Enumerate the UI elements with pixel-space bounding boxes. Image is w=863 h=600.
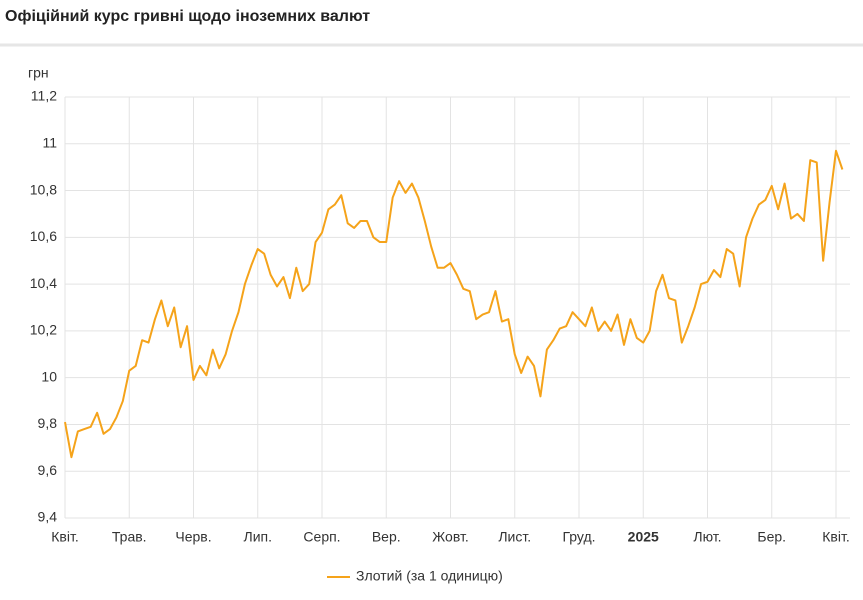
x-tick-label: Жовт. — [432, 529, 468, 545]
x-tick-label: Квіт. — [822, 529, 849, 545]
y-tick-label: 11 — [42, 134, 57, 150]
y-tick-label: 10,8 — [30, 181, 57, 197]
x-tick-label: Квіт. — [51, 529, 78, 545]
chart-title: Офіційний курс гривні щодо іноземних вал… — [5, 8, 370, 25]
line-series — [64, 149, 844, 459]
x-tick-label: Груд. — [562, 529, 595, 545]
x-tick-label: Серп. — [303, 529, 340, 545]
y-axis-label: грн — [28, 65, 49, 81]
x-tick-label: Лют. — [693, 529, 721, 545]
y-tick-label: 9,8 — [38, 415, 58, 431]
y-tick-label: 10,4 — [30, 275, 57, 291]
x-tick-label: 2025 — [628, 529, 659, 545]
x-tick-label: Черв. — [175, 529, 211, 545]
y-tick-label: 9,4 — [38, 509, 58, 525]
y-tick-label: 9,6 — [38, 462, 58, 478]
y-tick-label: 10,2 — [30, 322, 57, 338]
x-tick-label: Вер. — [372, 529, 401, 545]
y-tick-label: 10 — [41, 368, 57, 384]
legend-label: Злотий (за 1 одиницю) — [356, 568, 503, 584]
x-tick-label: Лип. — [244, 529, 272, 545]
x-tick-label: Лист. — [498, 529, 531, 545]
y-tick-label: 10,6 — [30, 228, 57, 244]
x-tick-label: Трав. — [112, 529, 147, 545]
y-tick-label: 11,2 — [31, 88, 57, 104]
x-tick-label: Бер. — [757, 529, 786, 545]
